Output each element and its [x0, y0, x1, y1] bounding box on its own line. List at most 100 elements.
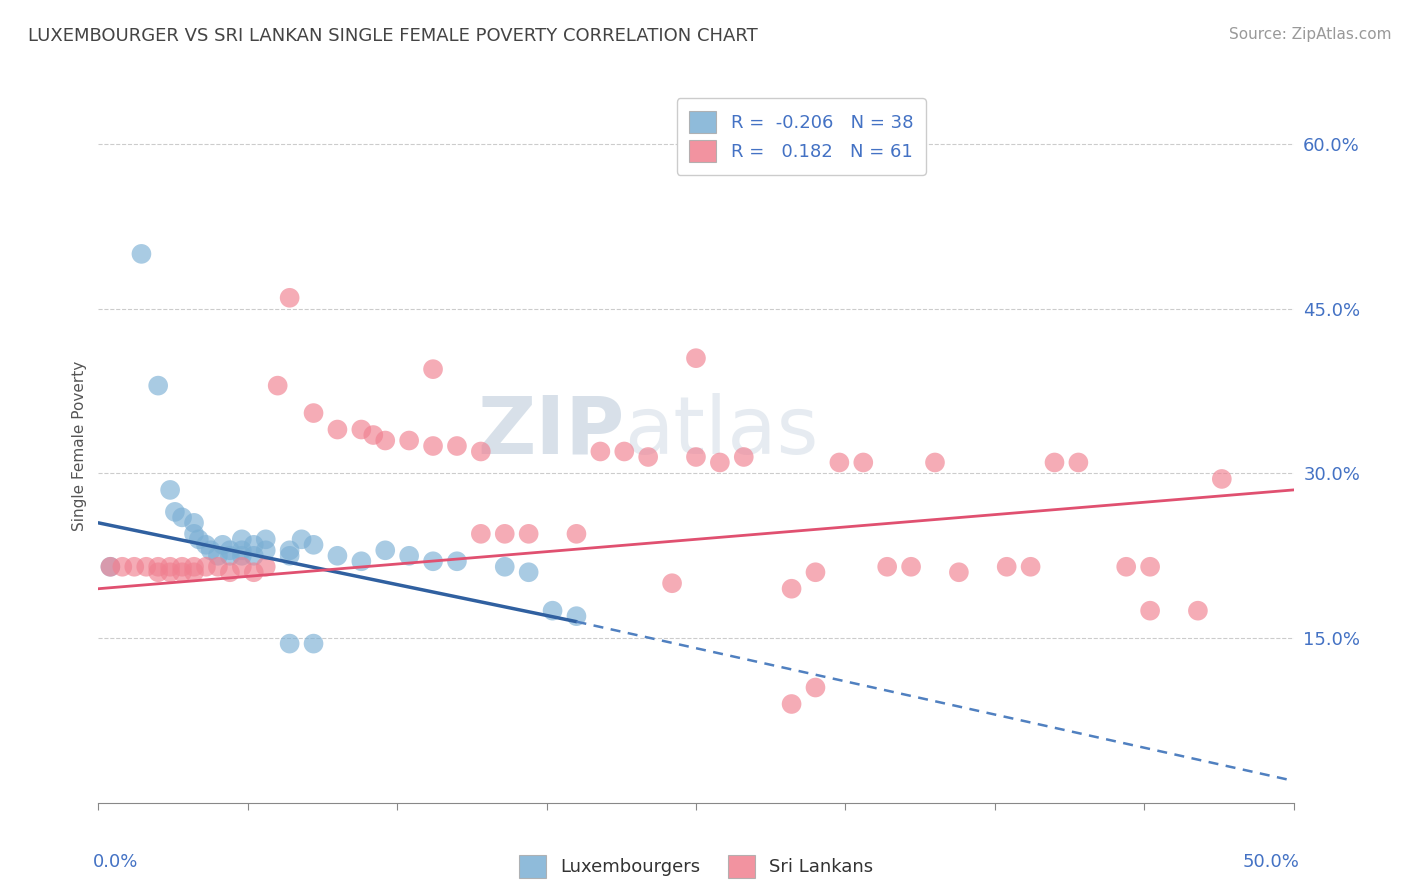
- Point: [159, 483, 181, 497]
- Point: [422, 362, 444, 376]
- Point: [613, 444, 636, 458]
- Point: [131, 247, 153, 261]
- Point: [398, 549, 420, 563]
- Point: [589, 444, 612, 458]
- Point: [350, 423, 373, 437]
- Point: [1019, 559, 1042, 574]
- Point: [172, 559, 194, 574]
- Point: [709, 455, 731, 469]
- Point: [363, 428, 385, 442]
- Point: [780, 697, 803, 711]
- Point: [900, 559, 922, 574]
- Point: [470, 444, 492, 458]
- Point: [243, 549, 266, 563]
- Point: [278, 291, 301, 305]
- Point: [187, 533, 209, 547]
- Point: [302, 538, 325, 552]
- Point: [135, 559, 157, 574]
- Point: [517, 566, 540, 580]
- Point: [1115, 559, 1137, 574]
- Point: [517, 526, 540, 541]
- Point: [733, 450, 755, 464]
- Point: [148, 559, 170, 574]
- Point: [231, 549, 253, 563]
- Point: [172, 566, 194, 580]
- Point: [219, 566, 242, 580]
- Y-axis label: Single Female Poverty: Single Female Poverty: [72, 361, 87, 531]
- Point: [995, 559, 1018, 574]
- Point: [278, 543, 301, 558]
- Point: [148, 566, 170, 580]
- Legend: Luxembourgers, Sri Lankans: Luxembourgers, Sri Lankans: [510, 847, 882, 887]
- Point: [183, 516, 205, 530]
- Point: [924, 455, 946, 469]
- Point: [685, 351, 707, 366]
- Point: [302, 406, 325, 420]
- Text: Source: ZipAtlas.com: Source: ZipAtlas.com: [1229, 27, 1392, 42]
- Point: [828, 455, 851, 469]
- Point: [350, 554, 373, 568]
- Point: [98, 559, 122, 574]
- Point: [1187, 604, 1209, 618]
- Point: [1043, 455, 1066, 469]
- Point: [852, 455, 875, 469]
- Text: ZIP: ZIP: [477, 392, 624, 471]
- Text: 50.0%: 50.0%: [1243, 853, 1299, 871]
- Point: [446, 439, 468, 453]
- Point: [163, 505, 186, 519]
- Point: [183, 559, 205, 574]
- Point: [494, 559, 516, 574]
- Point: [194, 538, 218, 552]
- Point: [200, 543, 222, 558]
- Point: [231, 543, 253, 558]
- Point: [111, 559, 134, 574]
- Point: [1211, 472, 1233, 486]
- Point: [470, 526, 492, 541]
- Point: [661, 576, 683, 591]
- Point: [398, 434, 420, 448]
- Point: [254, 543, 277, 558]
- Point: [637, 450, 659, 464]
- Point: [207, 549, 229, 563]
- Point: [948, 566, 970, 580]
- Point: [780, 582, 803, 596]
- Point: [374, 543, 396, 558]
- Point: [159, 566, 181, 580]
- Point: [1139, 559, 1161, 574]
- Point: [219, 543, 242, 558]
- Point: [183, 566, 205, 580]
- Point: [541, 604, 564, 618]
- Point: [1067, 455, 1090, 469]
- Point: [804, 681, 827, 695]
- Point: [243, 566, 266, 580]
- Point: [172, 510, 194, 524]
- Text: LUXEMBOURGER VS SRI LANKAN SINGLE FEMALE POVERTY CORRELATION CHART: LUXEMBOURGER VS SRI LANKAN SINGLE FEMALE…: [28, 27, 758, 45]
- Point: [685, 450, 707, 464]
- Point: [194, 559, 218, 574]
- Point: [243, 538, 266, 552]
- Point: [267, 378, 290, 392]
- Point: [231, 533, 253, 547]
- Point: [302, 637, 325, 651]
- Point: [207, 559, 229, 574]
- Point: [254, 533, 277, 547]
- Point: [422, 554, 444, 568]
- Point: [211, 538, 233, 552]
- Point: [876, 559, 898, 574]
- Point: [278, 549, 301, 563]
- Point: [98, 559, 122, 574]
- Point: [291, 533, 314, 547]
- Point: [231, 559, 253, 574]
- Point: [374, 434, 396, 448]
- Point: [254, 559, 277, 574]
- Text: atlas: atlas: [624, 392, 818, 471]
- Point: [124, 559, 146, 574]
- Point: [494, 526, 516, 541]
- Point: [159, 559, 181, 574]
- Point: [326, 423, 349, 437]
- Point: [1139, 604, 1161, 618]
- Point: [278, 637, 301, 651]
- Point: [183, 526, 205, 541]
- Point: [446, 554, 468, 568]
- Point: [326, 549, 349, 563]
